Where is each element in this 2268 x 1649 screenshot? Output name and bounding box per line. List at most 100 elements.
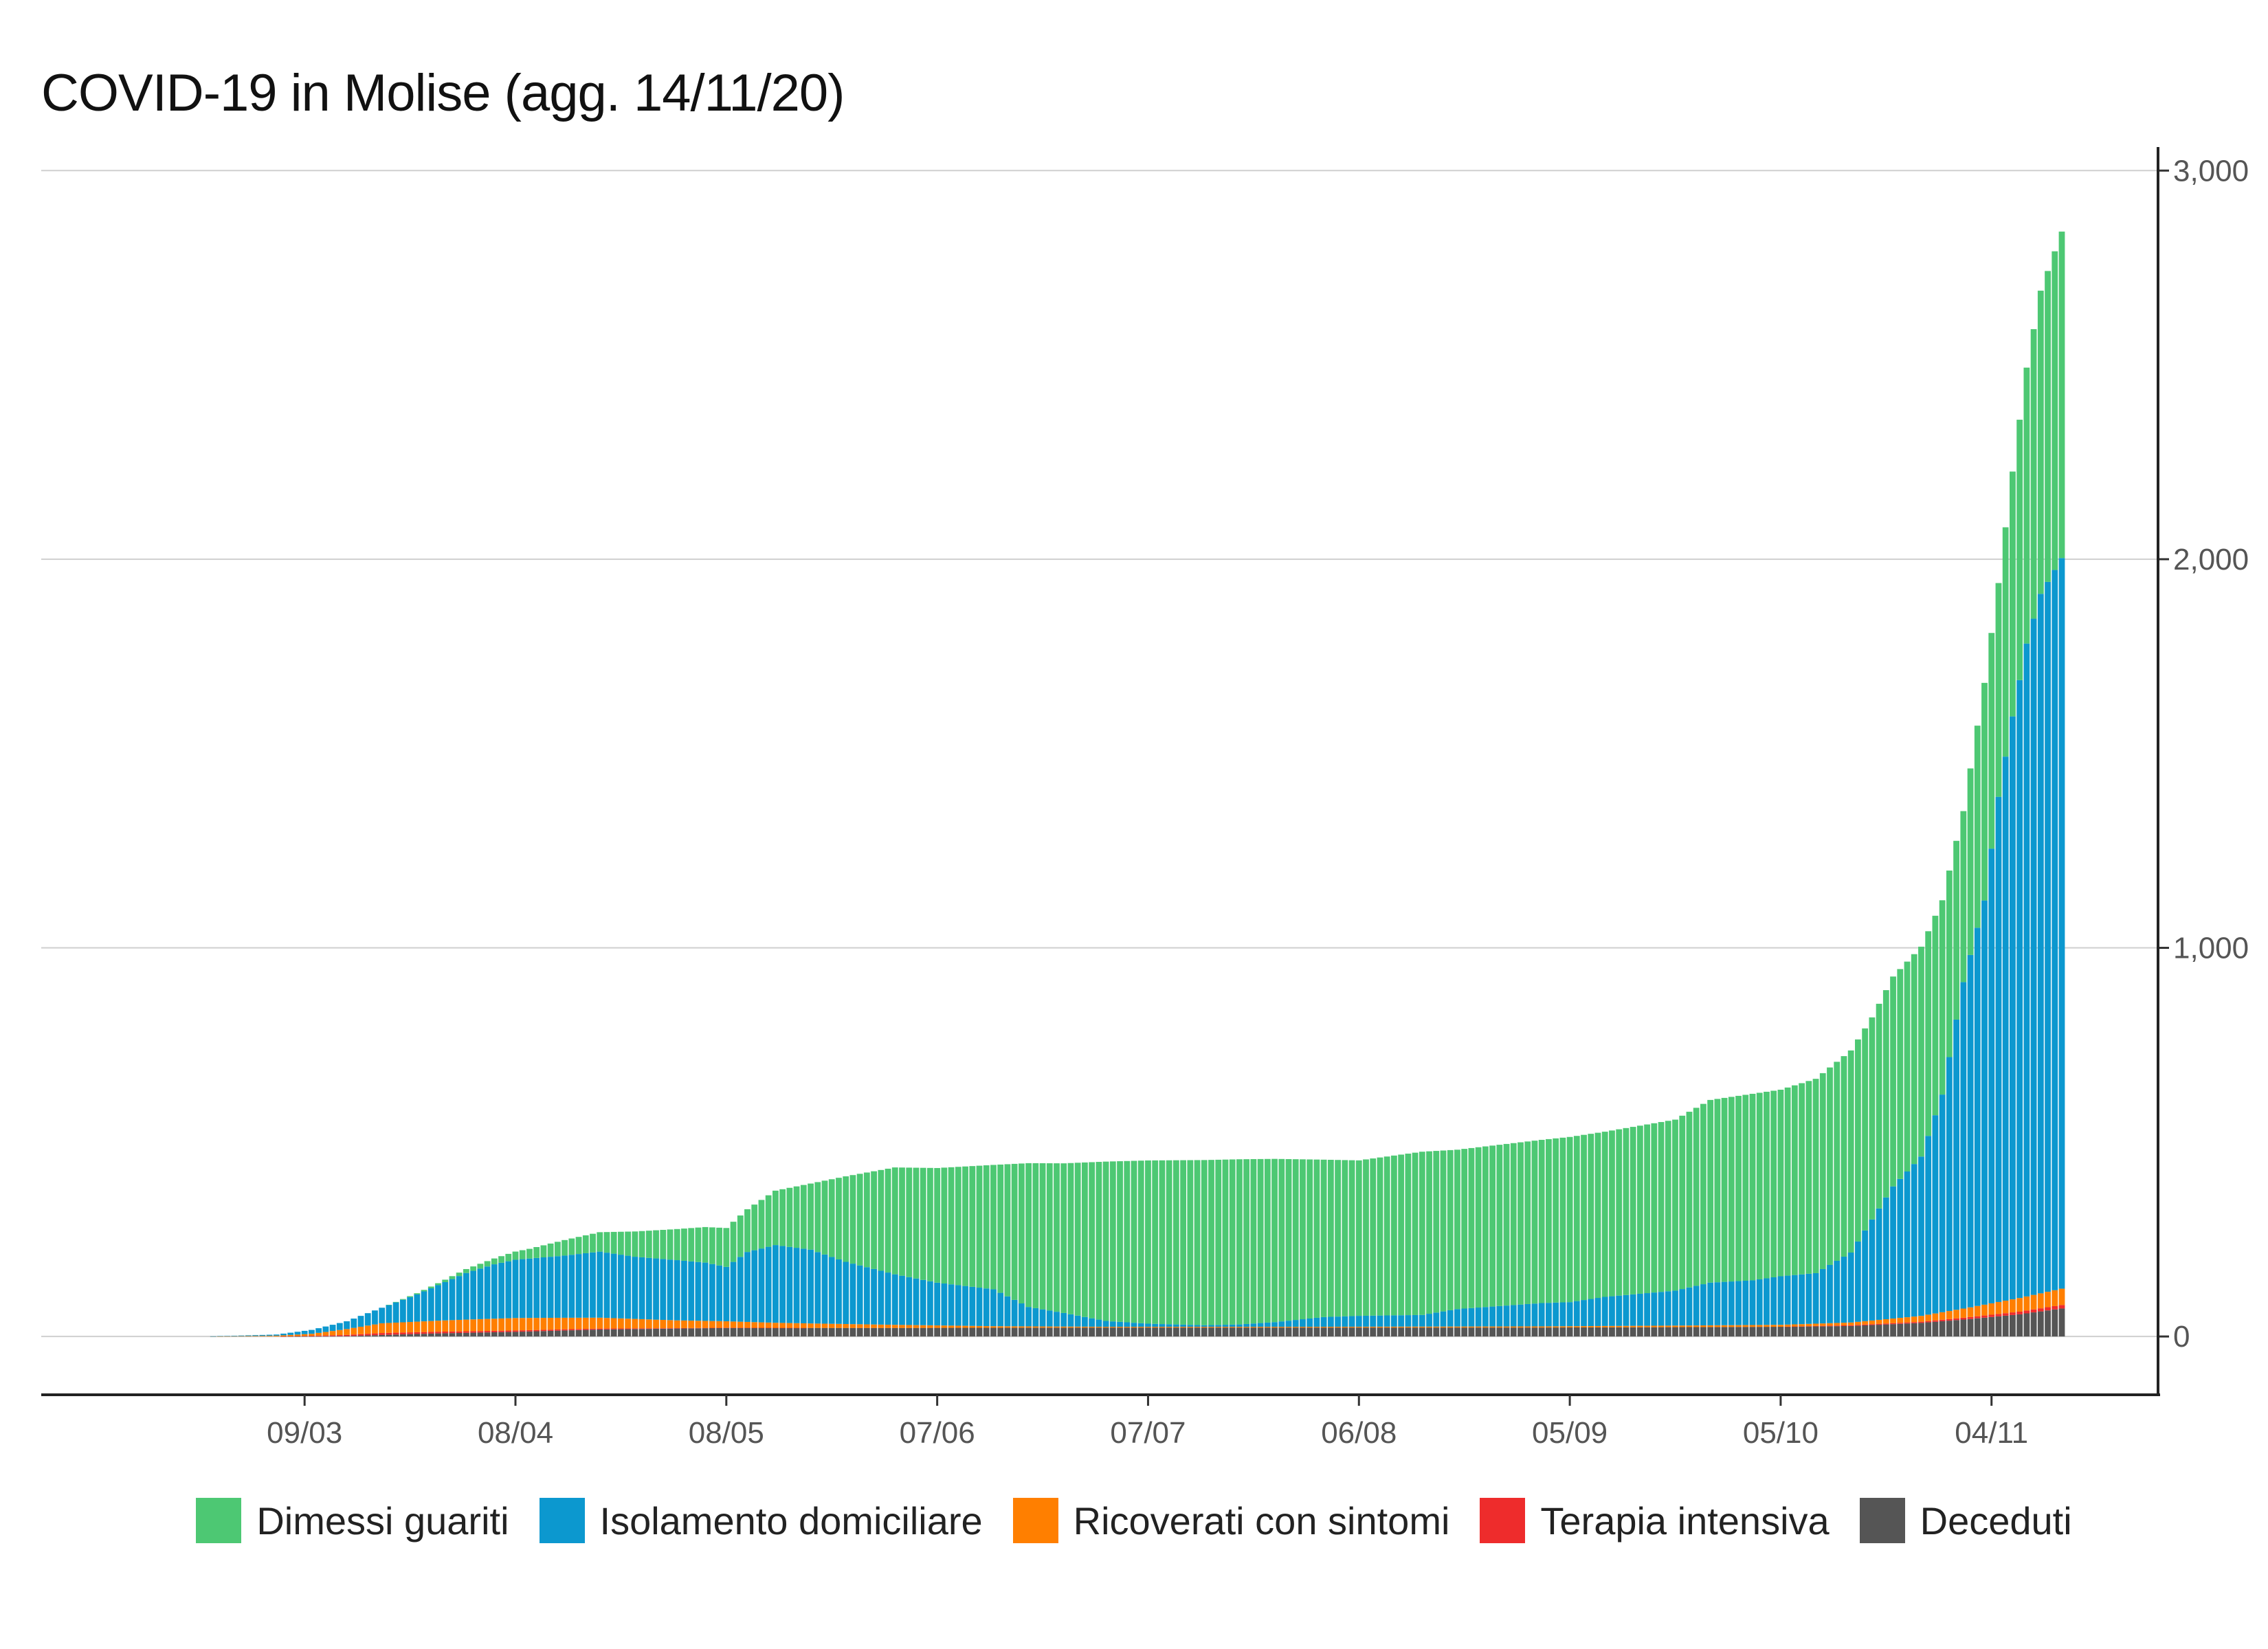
bar-segment — [575, 1317, 582, 1330]
bar-segment — [1194, 1327, 1201, 1337]
bar-segment — [878, 1270, 885, 1325]
bar-segment — [772, 1323, 779, 1328]
bar-segment — [1904, 1323, 1911, 1337]
bar-segment — [505, 1253, 512, 1261]
bar-segment — [1932, 1320, 1939, 1322]
bar-segment — [849, 1264, 856, 1325]
bar-segment — [1482, 1327, 1489, 1337]
bar-segment — [878, 1324, 885, 1328]
bar-segment — [399, 1332, 406, 1335]
bar-segment — [885, 1168, 891, 1273]
bar-segment — [597, 1329, 603, 1337]
bar-segment — [800, 1185, 807, 1249]
bar-segment — [2045, 1310, 2051, 1337]
bar-segment — [1981, 1317, 1988, 1337]
bar-segment — [1405, 1327, 1412, 1337]
bar-segment — [399, 1299, 406, 1300]
bar-segment — [1581, 1327, 1587, 1337]
legend: Dimessi guariti Isolamento domiciliare Ric… — [0, 1498, 2268, 1543]
bar-segment — [1651, 1123, 1658, 1293]
bar-segment — [1054, 1312, 1060, 1327]
bar-segment — [1131, 1327, 1137, 1337]
bar-segment — [287, 1334, 294, 1336]
bar-segment — [1728, 1325, 1735, 1327]
bar-segment — [1032, 1326, 1039, 1328]
bar-segment — [1517, 1304, 1524, 1327]
bar-segment — [1546, 1326, 1552, 1328]
bar-segment — [463, 1331, 469, 1333]
bar-segment — [526, 1318, 533, 1330]
legend-label: Ricoverati con sintomi — [1073, 1499, 1450, 1543]
bar-segment — [1011, 1327, 1018, 1337]
bar-segment — [590, 1328, 596, 1330]
bar-segment — [765, 1327, 772, 1329]
bar-segment — [1412, 1314, 1419, 1327]
bar-segment — [1988, 1303, 1995, 1315]
bar-segment — [1327, 1316, 1334, 1327]
bar-segment — [1601, 1327, 1608, 1337]
bar-segment — [463, 1319, 469, 1332]
bar-segment — [723, 1321, 730, 1328]
bar-segment — [1524, 1303, 1531, 1327]
bar-segment — [1995, 1301, 2002, 1314]
bar-segment — [2002, 1313, 2009, 1316]
bar-segment — [1623, 1128, 1630, 1295]
bar-segment — [2016, 419, 2023, 680]
bar-segment — [1890, 1323, 1896, 1325]
bar-segment — [1988, 1314, 1995, 1317]
bar-segment — [1159, 1327, 1166, 1337]
bar-segment — [1805, 1323, 1812, 1327]
bar-segment — [702, 1262, 709, 1321]
bar-segment — [463, 1272, 469, 1320]
bar-segment — [414, 1321, 421, 1332]
bar-segment — [512, 1330, 519, 1332]
bar-segment — [1911, 1323, 1917, 1337]
bar-segment — [491, 1332, 498, 1337]
bar-segment — [1089, 1162, 1096, 1319]
bar-segment — [1658, 1325, 1665, 1327]
bar-segment — [1960, 982, 1967, 1309]
bar-segment — [1166, 1160, 1172, 1325]
bar-segment — [1799, 1326, 1805, 1337]
bar-segment — [1096, 1327, 1102, 1337]
bar-segment — [266, 1334, 273, 1336]
x-tick-label: 09/03 — [267, 1416, 342, 1450]
bar-segment — [1967, 954, 1974, 1308]
bar-segment — [1742, 1325, 1749, 1327]
bar-segment — [1271, 1327, 1278, 1337]
bar-segment — [2058, 558, 2065, 1289]
bar-segment — [1777, 1325, 1784, 1327]
bar-segment — [1700, 1284, 1706, 1326]
bar-segment — [786, 1327, 793, 1329]
bar-segment — [653, 1328, 659, 1337]
bar-segment — [1131, 1160, 1137, 1323]
bar-segment — [793, 1248, 800, 1323]
bar-segment — [1538, 1327, 1545, 1337]
bar-segment — [1335, 1316, 1341, 1327]
bar-segment — [1039, 1309, 1046, 1327]
bar-segment — [1791, 1275, 1798, 1325]
legend-item: Dimessi guariti — [196, 1498, 509, 1543]
bar-segment — [1960, 1319, 1967, 1337]
bar-segment — [582, 1329, 589, 1330]
bar-segment — [1665, 1327, 1671, 1337]
bar-segment — [1025, 1163, 1032, 1308]
bar-segment — [1749, 1280, 1756, 1325]
bar-segment — [674, 1328, 680, 1337]
bar-segment — [1096, 1162, 1102, 1320]
bar-segment — [1454, 1149, 1460, 1310]
bar-segment — [1882, 1324, 1889, 1337]
bar-segment — [786, 1327, 793, 1337]
bar-segment — [1764, 1091, 1770, 1279]
bar-segment — [667, 1328, 674, 1337]
bar-segment — [1882, 1197, 1889, 1319]
bar-segment — [582, 1330, 589, 1337]
bar-segment — [1981, 1315, 1988, 1318]
bar-segment — [498, 1332, 504, 1337]
bar-segment — [399, 1322, 406, 1333]
bar-segment — [1285, 1158, 1292, 1321]
bar-segment — [1847, 1322, 1854, 1325]
bar-segment — [1623, 1327, 1630, 1337]
bar-segment — [590, 1330, 596, 1337]
bar-segment — [645, 1319, 652, 1329]
